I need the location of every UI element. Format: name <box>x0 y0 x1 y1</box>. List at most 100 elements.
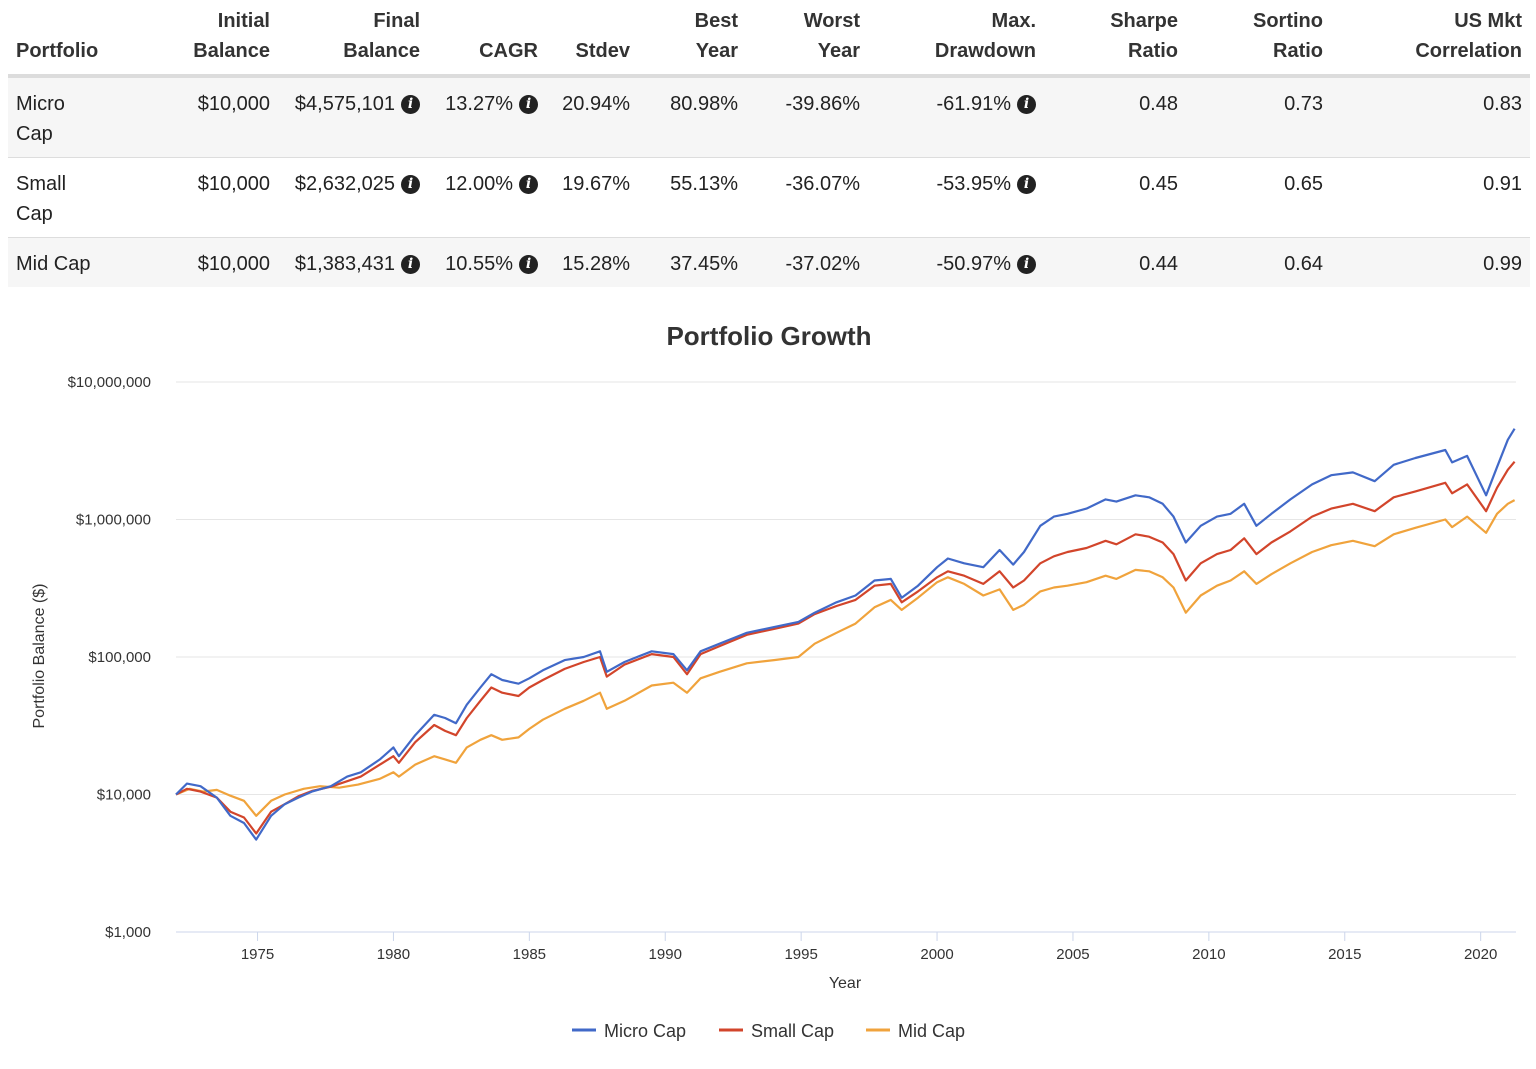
portfolio-name: Micro <box>16 93 65 115</box>
cell-best: 55.13% <box>638 157 746 238</box>
cell-value: 0.64 <box>1284 253 1323 275</box>
cell-worst: -36.07% <box>746 157 868 238</box>
portfolio-name: Cap <box>16 203 53 225</box>
column-header-line2: CAGR <box>479 40 538 62</box>
cell-final: $1,383,431 i <box>278 237 428 287</box>
info-circle-icon[interactable]: i <box>401 175 420 194</box>
cell-value: 37.45% <box>670 253 738 275</box>
cell-value: $4,575,101 <box>294 93 395 115</box>
cell-value: -36.07% <box>785 173 861 195</box>
info-circle-icon[interactable]: i <box>519 255 538 274</box>
y-axis-ticks: $1,000 $10,000 $100,000 $1,000,000 $10,000,0… <box>68 374 151 941</box>
cell-value: 20.94% <box>562 93 630 115</box>
x-tick-label: 2000 <box>920 946 953 963</box>
portfolio-name-cell: Micro Cap <box>8 76 118 158</box>
column-header-line2: Balance <box>343 40 420 62</box>
column-header-line2: Ratio <box>1273 40 1323 62</box>
y-tick-label: $100,000 <box>88 649 151 666</box>
column-header-line2: Correlation <box>1415 40 1522 62</box>
info-circle-icon[interactable]: i <box>1017 255 1036 274</box>
legend-item[interactable]: Mid Cap <box>866 1021 965 1041</box>
y-tick-label: $1,000 <box>105 924 151 941</box>
cell-value: 19.67% <box>562 173 630 195</box>
column-header: Sharpe Ratio <box>1044 0 1186 78</box>
x-tick-label: 2010 <box>1192 946 1225 963</box>
info-circle-icon[interactable]: i <box>1017 95 1036 114</box>
cell-initial: $10,000 <box>118 76 278 158</box>
column-header-line2: Year <box>695 40 738 62</box>
cell-value: 0.73 <box>1284 93 1323 115</box>
table-body: Micro Cap $10,000 $4,575,101 i 13.27% i 20.94% 8… <box>8 76 1530 287</box>
column-header-line1: Worst <box>803 10 860 32</box>
cell-corr: 0.91 <box>1331 157 1530 238</box>
portfolio-name-cell: Mid Cap <box>8 237 118 287</box>
cell-value: 0.65 <box>1284 173 1323 195</box>
x-tick-label: 1985 <box>513 946 546 963</box>
column-header: Portfolio <box>8 0 118 78</box>
column-header-line2: Drawdown <box>934 40 1036 62</box>
cell-drawdown: -50.97% i <box>868 237 1044 287</box>
cell-drawdown: -53.95% i <box>868 157 1044 238</box>
column-header-line2: Balance <box>193 40 270 62</box>
cell-value: $10,000 <box>197 173 270 195</box>
column-header-line1: Sharpe <box>1110 10 1178 32</box>
cell-value: $10,000 <box>197 93 270 115</box>
cell-corr: 0.83 <box>1331 76 1530 158</box>
info-circle-icon[interactable]: i <box>401 95 420 114</box>
column-header: CAGR <box>428 0 546 78</box>
cell-initial: $10,000 <box>118 157 278 238</box>
info-circle-icon[interactable]: i <box>401 255 420 274</box>
column-header-line2: Portfolio <box>16 40 99 62</box>
y-tick-label: $10,000,000 <box>68 374 151 391</box>
cell-value: $2,632,025 <box>294 173 395 195</box>
y-tick-label: $1,000,000 <box>76 512 151 529</box>
x-tick-label: 2015 <box>1328 946 1361 963</box>
cell-value: 0.48 <box>1139 93 1178 115</box>
column-header-line2: Ratio <box>1128 40 1178 62</box>
cell-sharpe: 0.45 <box>1044 157 1186 238</box>
cell-value: $10,000 <box>197 253 270 275</box>
table-row: Small Cap $10,000 $2,632,025 i 12.00% i 19.67% 5… <box>8 157 1530 238</box>
gridlines <box>176 381 1516 933</box>
cell-stdev: 20.94% <box>546 76 638 158</box>
cell-sharpe: 0.48 <box>1044 76 1186 158</box>
cell-cagr: 12.00% i <box>428 157 546 238</box>
legend-item[interactable]: Micro Cap <box>572 1021 686 1041</box>
cell-value: 55.13% <box>670 173 738 195</box>
cell-value: -37.02% <box>785 253 861 275</box>
column-header-line1: Final <box>373 10 420 32</box>
column-header-line1: US Mkt <box>1454 10 1522 32</box>
column-header: Best Year <box>638 0 746 78</box>
cell-value: -61.91% <box>936 93 1012 115</box>
cell-cagr: 10.55% i <box>428 237 546 287</box>
cell-final: $4,575,101 i <box>278 76 428 158</box>
cell-stdev: 19.67% <box>546 157 638 238</box>
chart-title: Portfolio Growth <box>666 321 871 351</box>
cell-sortino: 0.65 <box>1186 157 1331 238</box>
table-row: Micro Cap $10,000 $4,575,101 i 13.27% i 20.94% 8… <box>8 76 1530 158</box>
cell-corr: 0.99 <box>1331 237 1530 287</box>
column-header: Initial Balance <box>118 0 278 78</box>
info-circle-icon[interactable]: i <box>519 175 538 194</box>
cell-value: -50.97% <box>936 253 1012 275</box>
table-header: Portfolio Initial Balance Final Balance CAGR… <box>8 0 1530 78</box>
legend-item[interactable]: Small Cap <box>719 1021 834 1041</box>
cell-cagr: 13.27% i <box>428 76 546 158</box>
legend-label: Small Cap <box>751 1021 834 1041</box>
cell-worst: -37.02% <box>746 237 868 287</box>
cell-value: 12.00% <box>445 173 513 195</box>
series-lines <box>175 428 1516 841</box>
cell-value: -39.86% <box>785 93 861 115</box>
column-header: Sortino Ratio <box>1186 0 1331 78</box>
legend-label: Mid Cap <box>898 1021 965 1041</box>
column-header: US Mkt Correlation <box>1331 0 1530 78</box>
column-header-line1 <box>16 6 110 36</box>
legend-label: Micro Cap <box>604 1021 686 1041</box>
cell-value: 10.55% <box>445 253 513 275</box>
info-circle-icon[interactable]: i <box>1017 175 1036 194</box>
column-header-line2: Stdev <box>575 40 630 62</box>
cell-drawdown: -61.91% i <box>868 76 1044 158</box>
info-circle-icon[interactable]: i <box>519 95 538 114</box>
cell-worst: -39.86% <box>746 76 868 158</box>
table-row: Mid Cap $10,000 $1,383,431 i 10.55% i 15.28% 37… <box>8 237 1530 287</box>
